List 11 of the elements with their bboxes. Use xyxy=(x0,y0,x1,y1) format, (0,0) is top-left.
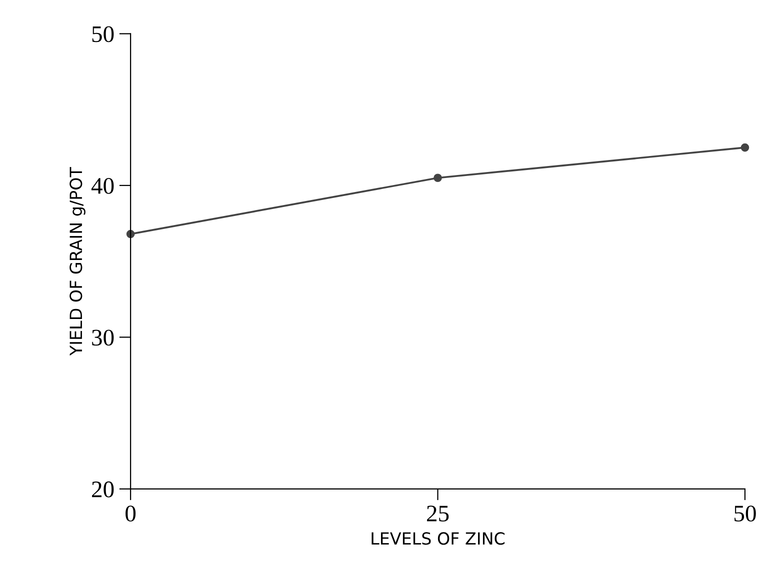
x-tick-label: 0 xyxy=(126,506,136,522)
x-axis-title: LEVELS OF ZINC xyxy=(372,532,505,545)
x-tick-label: 25 xyxy=(426,506,449,522)
y-tick-label: 50 xyxy=(92,26,114,42)
y-axis-title: YIELD OF GRAIN g/POT xyxy=(70,167,86,356)
point xyxy=(434,174,442,182)
y-tick-label: 40 xyxy=(91,178,114,194)
point xyxy=(740,143,750,152)
y-tick-label: 20 xyxy=(92,481,114,498)
x-tick-label: 50 xyxy=(734,506,756,522)
y-tick-label: 30 xyxy=(92,330,114,346)
